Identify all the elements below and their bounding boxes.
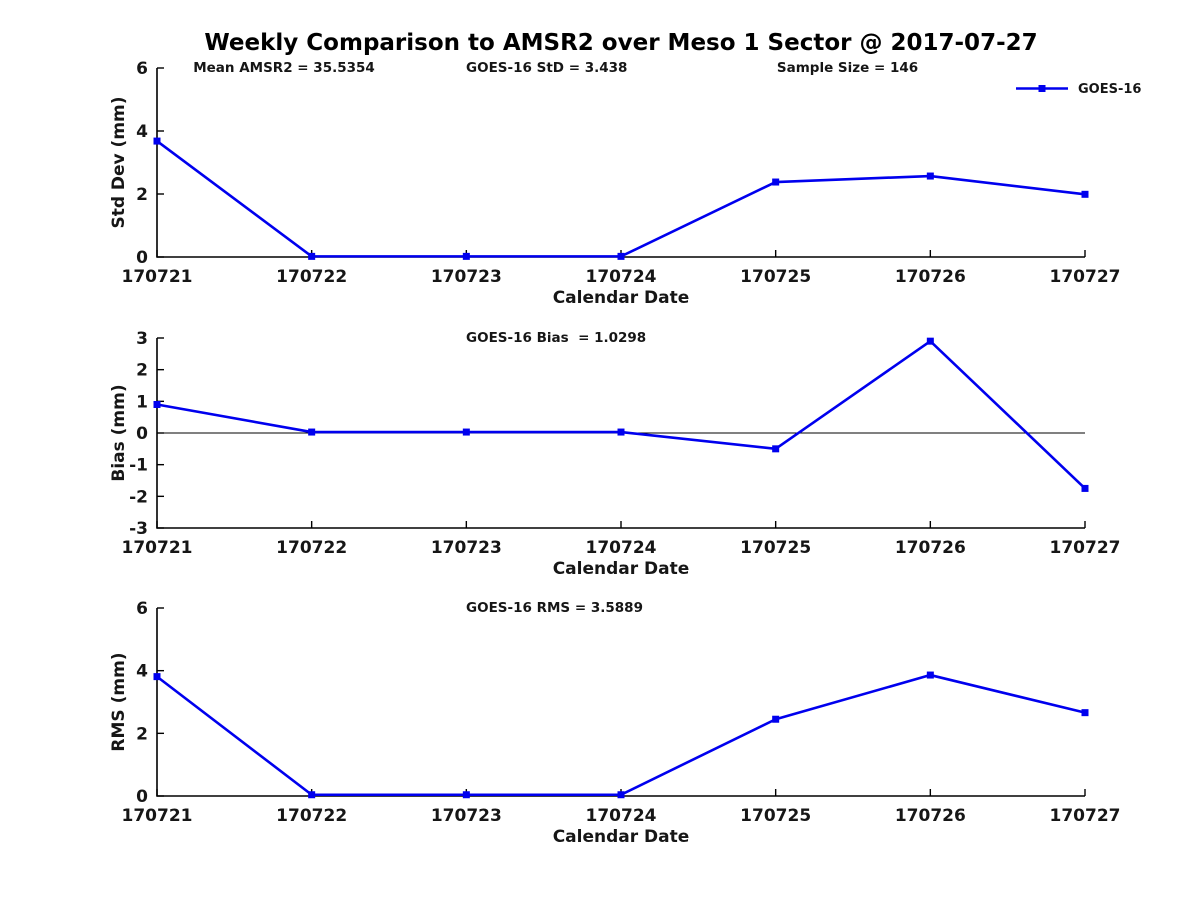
data-point-marker — [617, 252, 625, 260]
legend-marker-icon — [1038, 85, 1046, 92]
data-point-marker — [308, 428, 316, 436]
annotation-text: GOES-16 Bias = 1.0298 — [466, 330, 646, 346]
y-tick-label: 0 — [136, 787, 148, 807]
y-tick-label: 0 — [136, 248, 148, 268]
y-tick-label: 3 — [136, 329, 148, 349]
data-point-marker — [462, 428, 470, 436]
x-axis-label: Calendar Date — [553, 288, 690, 308]
annotation-text: GOES-16 RMS = 3.5889 — [466, 600, 643, 616]
x-axis-label: Calendar Date — [553, 827, 690, 847]
y-tick-label: 6 — [136, 599, 148, 619]
data-point-marker — [1081, 484, 1089, 492]
data-point-marker — [1081, 709, 1089, 717]
data-point-marker — [462, 252, 470, 260]
y-tick-label: 4 — [136, 662, 148, 682]
axis-spines — [156, 608, 1085, 797]
x-tick-label: 170723 — [431, 267, 502, 287]
x-tick-label: 170723 — [431, 538, 502, 558]
data-point-marker — [153, 401, 161, 408]
x-tick-label: 170722 — [276, 806, 347, 826]
chart-title: Weekly Comparison to AMSR2 over Meso 1 S… — [204, 30, 1038, 56]
x-tick-label: 170722 — [276, 538, 347, 558]
x-tick-label: 170725 — [740, 806, 811, 826]
y-tick-label: -1 — [129, 456, 148, 476]
x-tick-label: 170725 — [740, 267, 811, 287]
data-point-marker — [926, 337, 934, 345]
data-point-marker — [308, 791, 316, 799]
x-tick-label: 170721 — [122, 538, 193, 558]
series-line-goes-16 — [156, 339, 1086, 490]
subplot-std-dev-mm: 170721 170722 170723 170724 170725 170726 1707… — [109, 59, 1141, 308]
x-tick-label: 170727 — [1050, 806, 1121, 826]
x-tick-label: 170726 — [895, 538, 966, 558]
axis-spines — [156, 68, 1085, 258]
x-tick-label: 170723 — [431, 806, 502, 826]
y-axis-label: Std Dev (mm) — [109, 96, 129, 228]
data-point-marker — [772, 715, 780, 723]
y-axis-label: Bias (mm) — [109, 384, 129, 481]
data-point-marker — [153, 137, 161, 145]
data-point-marker — [926, 172, 934, 180]
legend: GOES-16 — [1016, 82, 1141, 97]
annotation-text: GOES-16 StD = 3.438 — [466, 60, 627, 76]
data-point-marker — [617, 428, 625, 436]
annotation-text: Sample Size = 146 — [777, 60, 918, 76]
data-point-marker — [153, 673, 161, 681]
y-tick-label: 6 — [136, 59, 148, 79]
x-tick-label: 170724 — [586, 267, 657, 287]
y-tick-label: 4 — [136, 122, 148, 142]
x-tick-label: 170727 — [1050, 267, 1121, 287]
y-tick-label: 2 — [136, 185, 148, 205]
y-tick-label: 2 — [136, 361, 148, 381]
data-point-marker — [772, 178, 780, 186]
subplot-rms-mm: 170721 170722 170723 170724 170725 170726 1707… — [109, 599, 1120, 847]
series-line-goes-16 — [156, 140, 1086, 258]
data-point-marker — [772, 445, 780, 453]
subplot-bias-mm: 170721 170722 170723 170724 170725 170726 1707… — [109, 329, 1120, 579]
x-tick-label: 170727 — [1050, 538, 1121, 558]
x-tick-label: 170721 — [122, 806, 193, 826]
y-tick-label: -2 — [129, 487, 148, 507]
data-point-marker — [462, 791, 470, 799]
x-tick-label: 170722 — [276, 267, 347, 287]
data-point-marker — [1081, 190, 1089, 198]
x-tick-label: 170724 — [586, 538, 657, 558]
x-tick-label: 170725 — [740, 538, 811, 558]
annotation-text: Mean AMSR2 = 35.5354 — [193, 60, 375, 76]
x-tick-label: 170721 — [122, 267, 193, 287]
legend-label: GOES-16 — [1078, 82, 1141, 97]
x-tick-label: 170726 — [895, 806, 966, 826]
x-axis-label: Calendar Date — [553, 559, 690, 579]
y-tick-label: -3 — [129, 519, 148, 539]
series-line-goes-16 — [156, 673, 1086, 797]
data-point-marker — [926, 671, 934, 679]
x-tick-label: 170726 — [895, 267, 966, 287]
y-tick-label: 2 — [136, 724, 148, 744]
data-point-marker — [617, 791, 625, 799]
y-tick-label: 1 — [136, 392, 148, 412]
y-axis-label: RMS (mm) — [109, 652, 129, 751]
data-point-marker — [308, 252, 316, 260]
y-tick-label: 0 — [136, 424, 148, 444]
x-tick-label: 170724 — [586, 806, 657, 826]
